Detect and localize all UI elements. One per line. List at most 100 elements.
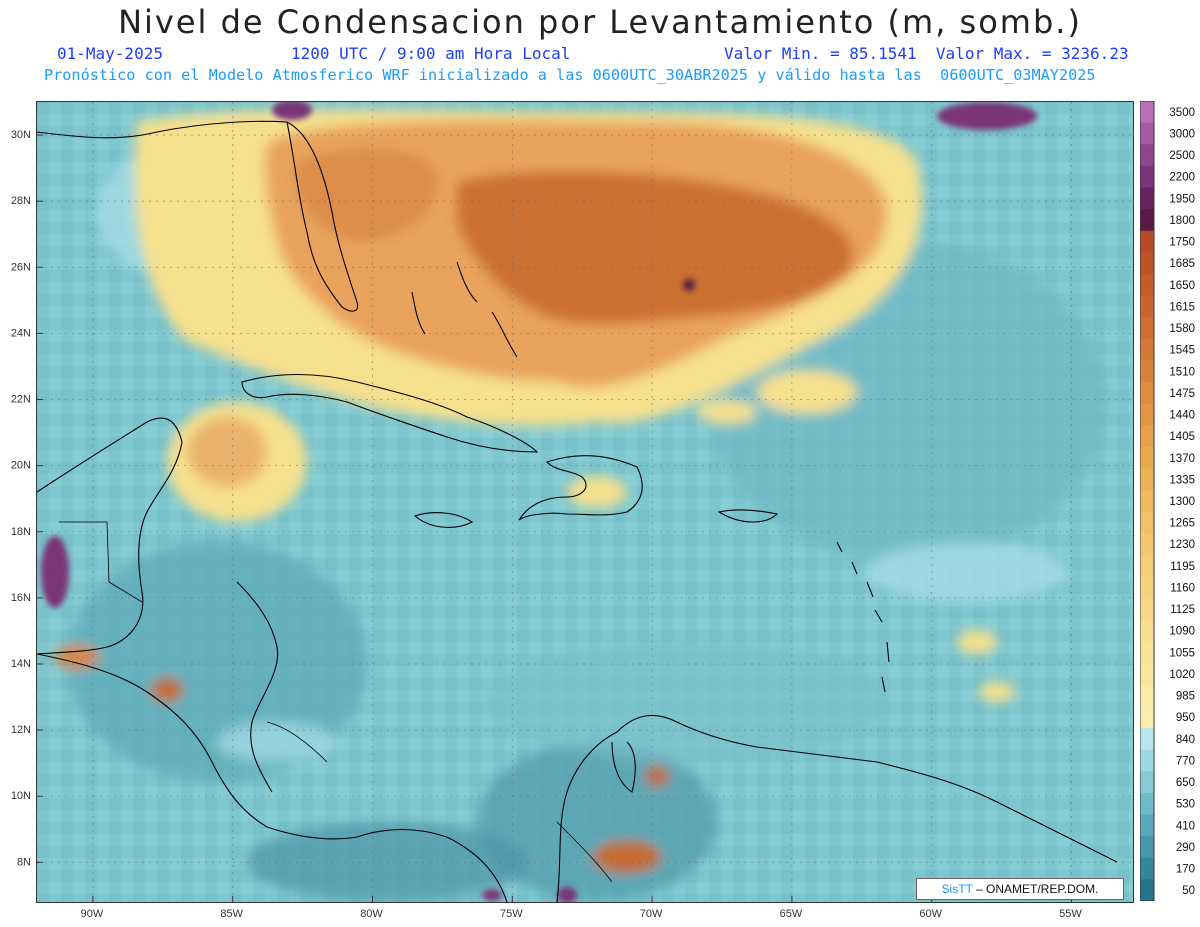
colorbar-label: 1650 xyxy=(1169,280,1195,292)
colorbar-label: 840 xyxy=(1176,734,1195,746)
lon-label: 75W xyxy=(500,908,523,920)
lon-label: 80W xyxy=(360,908,383,920)
colorbar-label: 1125 xyxy=(1170,604,1195,616)
lat-label: 30N xyxy=(11,129,31,141)
lat-axis: 30N 28N 26N 24N 22N 20N 18N 16N 14N 12N 10N 8N xyxy=(11,129,31,868)
colorbar-label: 1405 xyxy=(1169,431,1195,443)
colorbar-label: 1090 xyxy=(1169,626,1195,638)
colorbar-swatch xyxy=(1140,684,1154,707)
lat-label: 24N xyxy=(11,327,31,339)
colorbar-swatch xyxy=(1140,836,1154,859)
lat-label: 10N xyxy=(11,790,31,802)
colorbar-swatch xyxy=(1140,490,1154,513)
lon-label: 70W xyxy=(640,908,663,920)
colorbar-label: 290 xyxy=(1176,842,1195,854)
forecast-info: Pronóstico con el Modelo Atmosferico WRF… xyxy=(44,66,1096,84)
colorbar-label: 1580 xyxy=(1169,323,1195,335)
colorbar-label: 3500 xyxy=(1169,107,1195,119)
colorbar-label: 1265 xyxy=(1169,518,1195,530)
colorbar-swatch xyxy=(1140,728,1154,751)
colorbar-label: 1475 xyxy=(1169,388,1195,400)
colorbar-swatch xyxy=(1140,663,1154,686)
colorbar-swatch xyxy=(1140,771,1154,794)
colorbar-swatch xyxy=(1140,360,1154,383)
lcl-map xyxy=(36,101,1134,903)
colorbar-label: 3000 xyxy=(1169,128,1195,140)
colorbar-label: 1335 xyxy=(1169,474,1195,486)
colorbar-swatch xyxy=(1140,879,1154,901)
credit-box: SisTT – ONAMET/REP.DOM. xyxy=(916,878,1124,900)
colorbar-swatch xyxy=(1140,533,1154,556)
colorbar-label: 1300 xyxy=(1169,496,1195,508)
colorbar-swatch xyxy=(1140,576,1154,599)
lon-label: 85W xyxy=(220,908,243,920)
colorbar-swatch xyxy=(1140,338,1154,361)
lat-label: 16N xyxy=(11,592,31,604)
lon-axis: 90W 85W 80W 75W 70W 65W 60W 55W xyxy=(81,908,1083,920)
lat-label: 28N xyxy=(11,195,31,207)
colorbar-legend: 3500 3000 2500 2200 1950 1800 1750 1685 1650 1615… xyxy=(1140,101,1195,901)
colorbar-swatch xyxy=(1140,425,1154,448)
lat-label: 14N xyxy=(11,658,31,670)
lat-label: 8N xyxy=(17,856,31,868)
colorbar-swatch xyxy=(1140,749,1154,772)
colorbar-label: 1615 xyxy=(1169,301,1195,313)
colorbar-label: 2500 xyxy=(1169,150,1195,162)
colorbar-label: 1230 xyxy=(1169,539,1195,551)
colorbar-swatch xyxy=(1140,273,1154,297)
colorbar-label: 950 xyxy=(1176,712,1195,724)
sistt-logo: SisTT xyxy=(941,882,973,896)
colorbar-label: 2200 xyxy=(1169,172,1195,184)
colorbar-label: 770 xyxy=(1176,755,1195,767)
lat-label: 18N xyxy=(11,526,31,538)
colorbar-swatch xyxy=(1140,382,1154,405)
colorbar-label: 170 xyxy=(1176,864,1195,876)
colorbar-label: 985 xyxy=(1176,691,1195,703)
colorbar-swatch xyxy=(1140,252,1154,275)
colorbar-label: 50 xyxy=(1182,885,1195,897)
colorbar-swatch xyxy=(1140,230,1154,253)
colorbar-label: 1020 xyxy=(1169,669,1195,681)
colorbar-swatch xyxy=(1140,641,1154,664)
colorbar-label: 1750 xyxy=(1169,237,1195,249)
lat-label: 12N xyxy=(11,724,31,736)
colorbar-label: 530 xyxy=(1176,799,1195,811)
colorbar-swatch xyxy=(1140,555,1154,578)
lat-label: 20N xyxy=(11,460,31,472)
colorbar-swatch xyxy=(1140,619,1154,643)
lat-label: 26N xyxy=(11,261,31,273)
colorbar-swatch xyxy=(1140,187,1154,210)
colorbar-swatch xyxy=(1140,814,1154,837)
colorbar-swatch xyxy=(1140,209,1154,232)
lcl-peaks xyxy=(41,102,1037,902)
lon-label: 60W xyxy=(919,908,942,920)
colorbar-label: 1160 xyxy=(1170,582,1195,594)
valid-time: 1200 UTC / 9:00 am Hora Local xyxy=(291,44,571,63)
colorbar-swatch xyxy=(1140,792,1154,816)
colorbar-swatch xyxy=(1140,446,1154,470)
lat-label: 22N xyxy=(11,394,31,406)
colorbar-swatch xyxy=(1140,122,1154,145)
colorbar-swatch xyxy=(1140,598,1154,621)
graticule xyxy=(37,102,1133,902)
colorbar-label: 650 xyxy=(1176,777,1195,789)
lon-label: 65W xyxy=(780,908,803,920)
colorbar-swatch xyxy=(1140,468,1154,491)
colorbar-swatch xyxy=(1140,295,1154,318)
colorbar-label: 1195 xyxy=(1170,561,1195,573)
colorbar-swatch xyxy=(1140,857,1154,880)
colorbar-label: 1440 xyxy=(1169,410,1195,422)
colorbar-swatch xyxy=(1140,706,1154,729)
min-max-values: Valor Min. = 85.1541 Valor Max. = 3236.2… xyxy=(724,44,1129,63)
colorbar-label: 1950 xyxy=(1169,193,1195,205)
coastlines xyxy=(37,120,1118,902)
colorbar-swatch xyxy=(1140,317,1154,340)
axis-ticks xyxy=(37,134,1072,902)
colorbar-swatch xyxy=(1140,511,1154,534)
colorbar-label: 1685 xyxy=(1169,258,1195,270)
colorbar-label: 1545 xyxy=(1169,345,1195,357)
colorbar-swatch xyxy=(1140,144,1154,167)
lcl-shading xyxy=(55,109,1107,902)
valid-date: 01-May-2025 xyxy=(57,44,163,63)
colorbar-swatch xyxy=(1140,403,1154,426)
